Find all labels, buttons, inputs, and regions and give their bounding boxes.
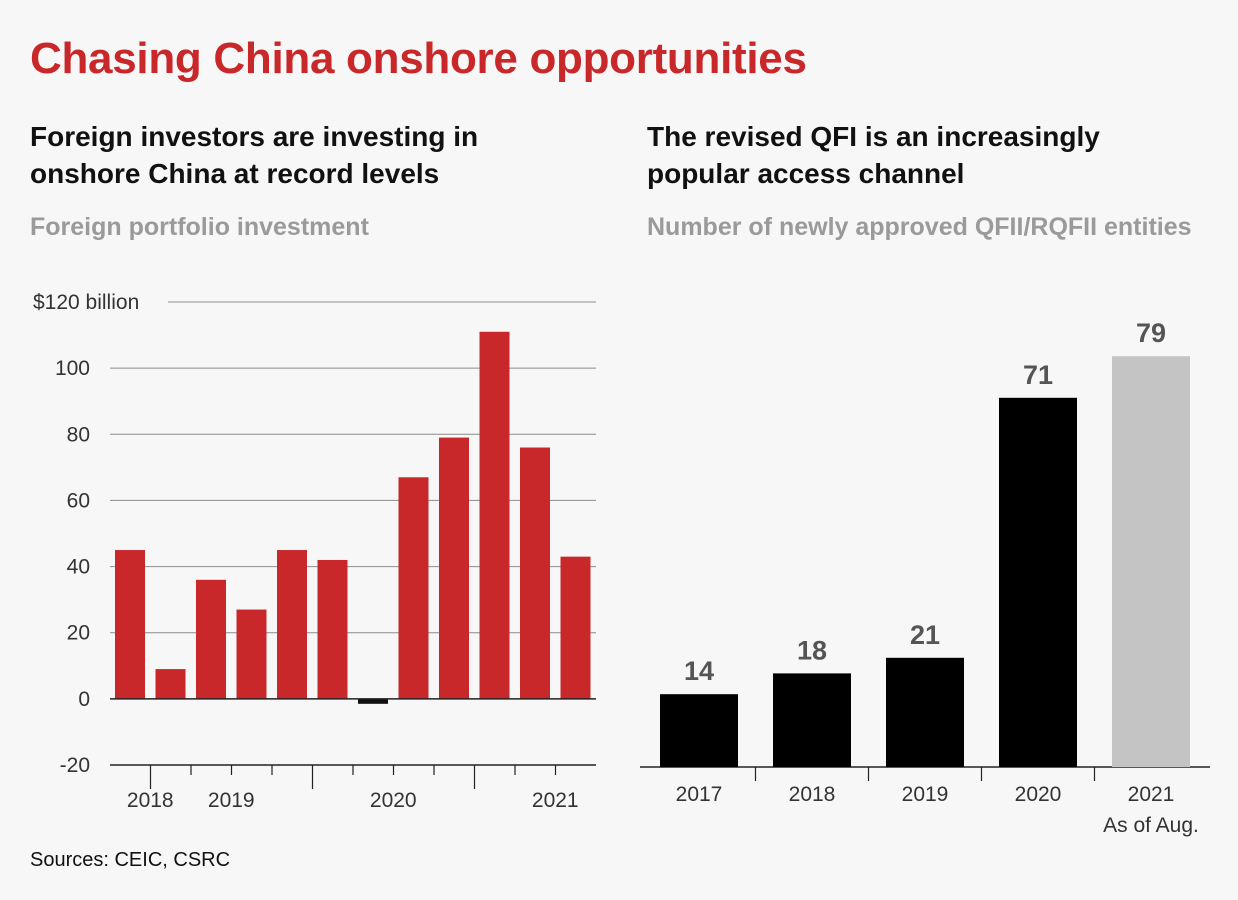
left-chart-subtitle: Foreign investors are investing in onsho… <box>30 121 479 189</box>
data-label: 71 <box>1023 360 1053 390</box>
x-tick-label: 2019 <box>208 789 255 812</box>
bar <box>999 397 1077 767</box>
y-tick-label: 40 <box>67 556 90 579</box>
bar <box>560 556 591 699</box>
left-bar-chart: $120 billion 100 80 60 40 20 0 -20 2018 2019 2020 2… <box>33 291 596 812</box>
y-tick-label: 60 <box>67 489 90 512</box>
bar <box>439 437 469 699</box>
x-tick-label: 2018 <box>789 783 836 806</box>
bar <box>886 657 964 767</box>
bar <box>196 579 226 699</box>
y-tick-label: 80 <box>67 423 90 446</box>
y-tick-label: 0 <box>78 688 90 711</box>
bar <box>317 559 348 699</box>
x-tick-label: 2021 <box>532 789 579 812</box>
y-tick-label: $120 billion <box>33 291 139 314</box>
data-label: 18 <box>797 635 827 665</box>
x-tick-label: 2018 <box>127 789 174 812</box>
right-chart-subtitle: The revised QFI is an increasingly popul… <box>647 121 1100 189</box>
left-chart-unit-label: Foreign portfolio investment <box>30 213 369 241</box>
y-tick-label: 20 <box>67 622 90 645</box>
bar <box>1112 356 1190 767</box>
bar <box>520 447 550 699</box>
x-tick-label: 2020 <box>1015 783 1062 806</box>
y-tick-label: -20 <box>60 754 90 777</box>
source-note: Sources: CEIC, CSRC <box>30 849 231 871</box>
bar <box>773 673 851 767</box>
right-chart-unit-label: Number of newly approved QFII/RQFII enti… <box>647 213 1192 241</box>
main-title: Chasing China onshore opportunities <box>30 34 807 83</box>
x-tick-label: 2021 <box>1128 783 1175 806</box>
x-tick-label: 2019 <box>902 783 949 806</box>
data-label: 21 <box>910 620 940 650</box>
data-label: 14 <box>684 656 714 686</box>
y-tick-label: 100 <box>55 357 90 380</box>
x-tick-note: As of Aug. <box>1103 814 1199 837</box>
bar <box>236 609 267 699</box>
bar <box>277 550 307 699</box>
bar <box>115 550 145 699</box>
data-label: 79 <box>1136 318 1166 348</box>
bar <box>155 669 186 699</box>
x-tick-label: 2020 <box>370 789 417 812</box>
bar <box>479 331 510 699</box>
x-tick-label: 2017 <box>676 783 723 806</box>
bar <box>660 694 738 767</box>
bar <box>398 477 429 699</box>
bar <box>358 698 388 704</box>
